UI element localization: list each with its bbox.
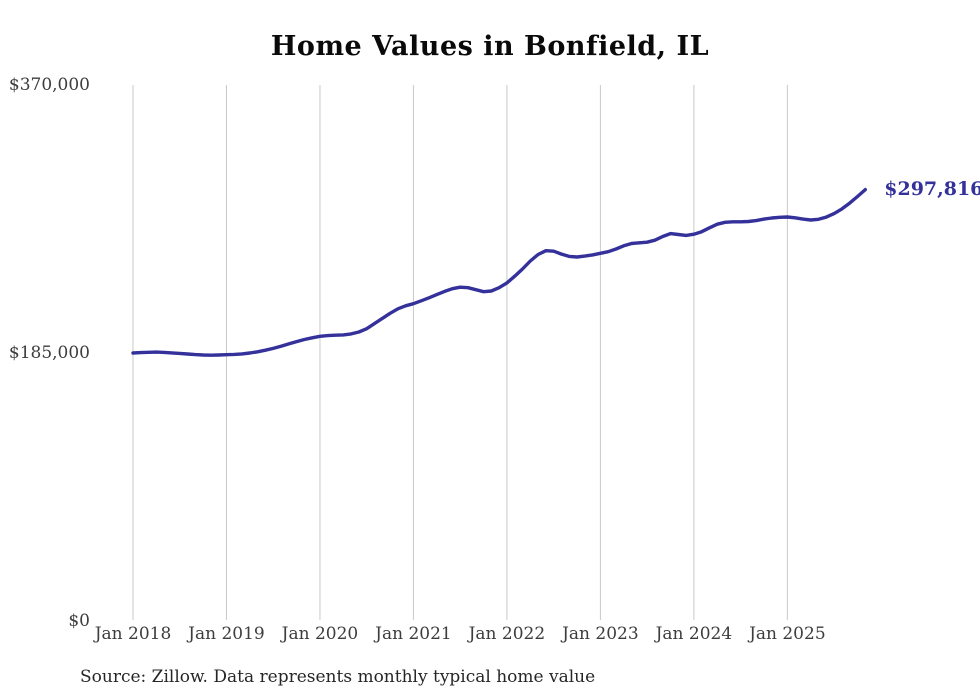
x-axis-tick-label-jan-2020: Jan 2020	[281, 624, 359, 644]
x-axis-tick-label-jan-2019: Jan 2019	[188, 624, 265, 644]
x-axis-tick-label-jan-2024: Jan 2024	[655, 624, 733, 644]
x-axis-tick-label-jan-2025: Jan 2025	[749, 624, 826, 644]
home-value-line	[131, 187, 867, 357]
source-note: Source: Zillow. Data represents monthly …	[80, 667, 596, 687]
x-axis-tick-label-jan-2023: Jan 2023	[562, 624, 639, 644]
x-axis-tick-label-jan-2018: Jan 2018	[94, 624, 172, 644]
y-axis-tick-label-185000: $185,000	[8, 343, 90, 363]
y-axis-tick-label-370000: $370,000	[8, 75, 90, 95]
latest-value-label: $297,816	[884, 177, 980, 200]
chart-title: Home Values in Bonfield, IL	[270, 31, 710, 62]
x-axis-tick-label-jan-2021: Jan 2021	[375, 624, 452, 644]
y-axis-tick-label-0: $0	[68, 611, 90, 631]
x-axis-tick-label-jan-2022: Jan 2022	[468, 624, 546, 644]
